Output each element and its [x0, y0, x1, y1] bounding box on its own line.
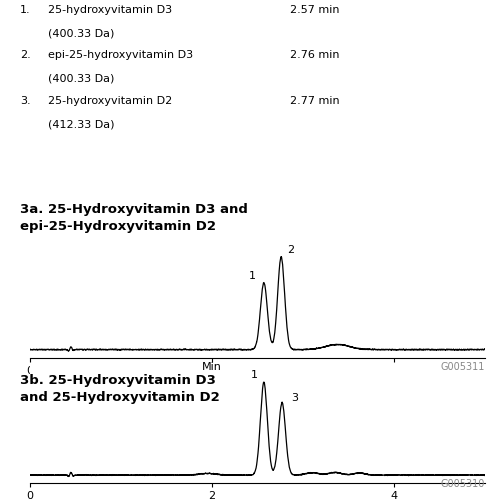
Text: 25-hydroxyvitamin D3: 25-hydroxyvitamin D3	[48, 5, 172, 15]
Text: 1.: 1.	[20, 5, 30, 15]
Text: 1: 1	[248, 271, 256, 281]
Text: 2.76 min: 2.76 min	[290, 50, 340, 60]
Text: 2.: 2.	[20, 50, 31, 60]
Text: 2.57 min: 2.57 min	[290, 5, 340, 15]
Text: 3: 3	[292, 392, 298, 402]
Text: (400.33 Da): (400.33 Da)	[48, 73, 114, 83]
Text: (400.33 Da): (400.33 Da)	[48, 28, 114, 38]
Text: 25-hydroxyvitamin D2: 25-hydroxyvitamin D2	[48, 96, 172, 106]
Text: 3.: 3.	[20, 96, 30, 106]
Text: 1: 1	[250, 370, 258, 380]
Text: Min: Min	[202, 362, 222, 372]
Text: epi-25-hydroxyvitamin D3: epi-25-hydroxyvitamin D3	[48, 50, 193, 60]
Text: 3b. 25-Hydroxyvitamin D3
and 25-Hydroxyvitamin D2: 3b. 25-Hydroxyvitamin D3 and 25-Hydroxyv…	[20, 373, 220, 403]
Text: G005310: G005310	[440, 478, 485, 488]
Text: 2.77 min: 2.77 min	[290, 96, 340, 106]
Text: (412.33 Da): (412.33 Da)	[48, 119, 114, 129]
Text: 3a. 25-Hydroxyvitamin D3 and
epi-25-Hydroxyvitamin D2: 3a. 25-Hydroxyvitamin D3 and epi-25-Hydr…	[20, 203, 248, 233]
Text: G005311: G005311	[440, 362, 485, 372]
Text: 2: 2	[286, 244, 294, 255]
